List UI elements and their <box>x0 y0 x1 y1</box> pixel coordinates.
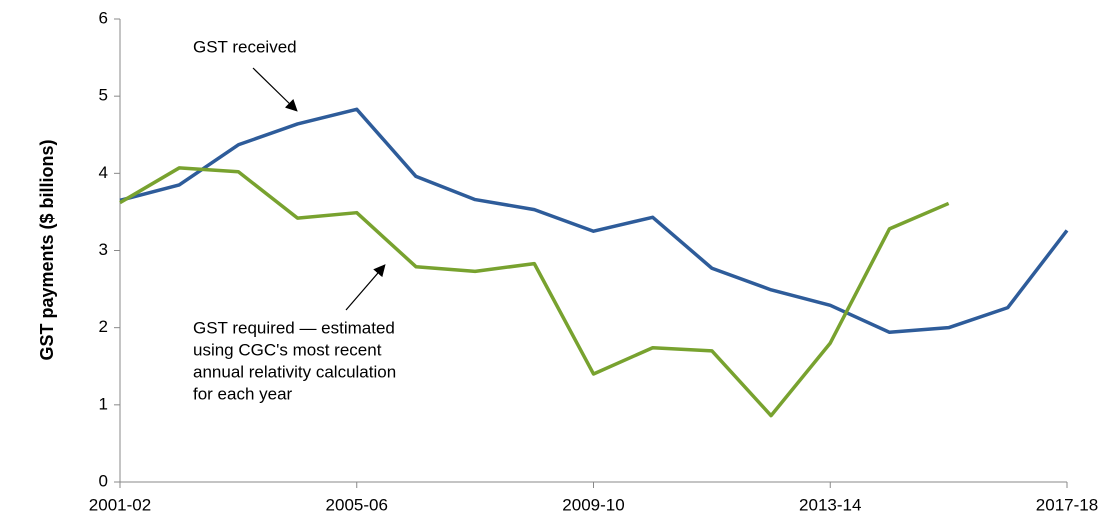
annotation-arrow <box>252 67 298 112</box>
x-tick-label: 2017-18 <box>1036 495 1098 514</box>
y-tick-label: 1 <box>99 394 108 413</box>
y-tick-label: 3 <box>99 240 108 259</box>
y-tick-label: 4 <box>99 163 108 182</box>
y-tick-label: 6 <box>99 8 108 27</box>
annotation: GST required — estimated <box>193 318 395 337</box>
y-tick-label: 0 <box>99 471 108 490</box>
line-series <box>119 107 1069 335</box>
annotation: GST received <box>193 37 297 56</box>
x-tick-label: 2005-06 <box>326 495 388 514</box>
x-tick-label: 2009-10 <box>562 495 624 514</box>
annotation: annual relativity calculation <box>193 362 396 381</box>
y-axis-label: GST payments ($ billions) <box>37 139 57 360</box>
x-tick-label: 2001-02 <box>89 495 151 514</box>
x-tick-label: 2013-14 <box>799 495 861 514</box>
annotation: for each year <box>193 384 293 403</box>
y-tick-label: 2 <box>99 317 108 336</box>
annotation: using CGC's most recent <box>193 340 382 359</box>
y-tick-label: 5 <box>99 86 108 105</box>
line-series <box>119 166 950 418</box>
annotation-arrow <box>345 264 386 311</box>
